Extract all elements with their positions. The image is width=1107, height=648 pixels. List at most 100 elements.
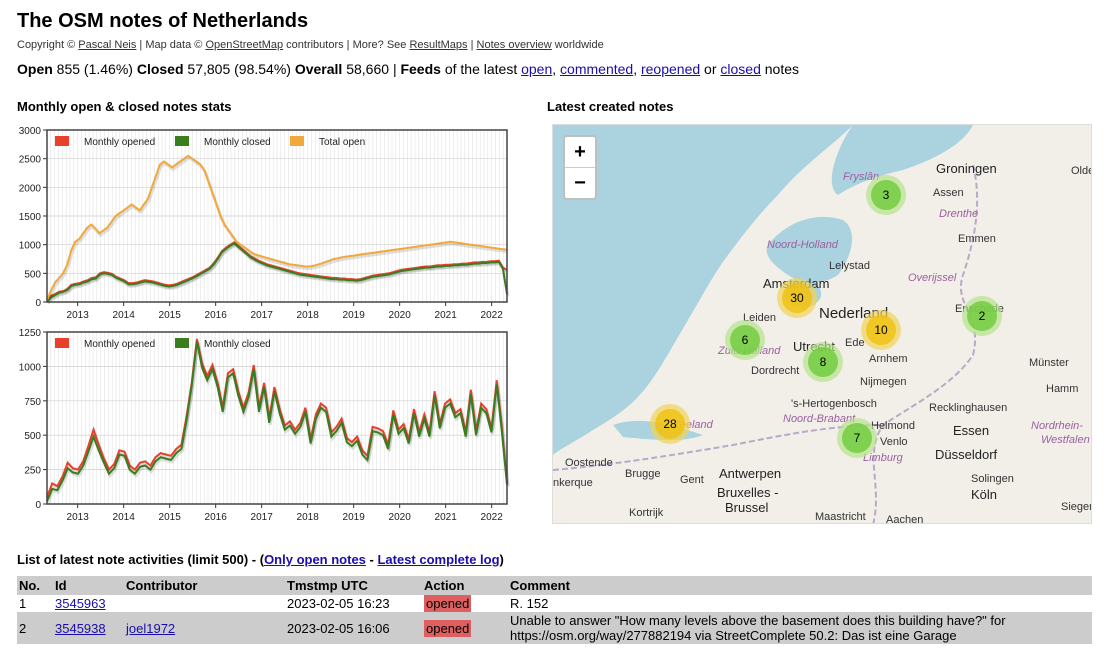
- x-tick-label: 2020: [389, 310, 412, 321]
- x-tick-label: 2013: [67, 512, 90, 523]
- column-header: No.: [17, 576, 53, 595]
- feed-reopened-link[interactable]: reopened: [640, 61, 701, 77]
- worldwide-text: worldwide: [551, 39, 604, 51]
- complete-log-link[interactable]: Latest complete log: [377, 552, 500, 567]
- cluster-count: 8: [808, 347, 838, 377]
- wadden-sea: [831, 125, 973, 195]
- x-tick-label: 2022: [481, 512, 504, 523]
- series-line: [46, 341, 508, 502]
- map-label: 's-Hertogenbosch: [791, 398, 877, 410]
- map-label: Bruxelles -: [717, 485, 779, 500]
- map-label: Noord-Holland: [767, 239, 838, 251]
- feed-closed-link[interactable]: closed: [720, 61, 761, 77]
- ijsselmeer: [766, 216, 853, 283]
- column-header: Contributor: [124, 576, 285, 595]
- map-label: Recklinghausen: [929, 402, 1008, 414]
- or-text: or: [704, 61, 717, 77]
- map-label: Groningen: [936, 161, 997, 176]
- note-cluster[interactable]: 28: [650, 404, 690, 444]
- only-open-notes-link[interactable]: Only open notes: [264, 552, 366, 567]
- note-cluster[interactable]: 30: [777, 278, 817, 318]
- note-cluster[interactable]: 2: [962, 296, 1002, 336]
- stats-line: Open 855 (1.46%) Closed 57,805 (98.54%) …: [17, 61, 799, 77]
- cluster-count: 7: [842, 423, 872, 453]
- legend-label: Monthly opened: [84, 339, 155, 350]
- x-tick-label: 2022: [481, 310, 504, 321]
- y-tick-label: 1500: [19, 212, 42, 223]
- note-id-link[interactable]: 3545938: [55, 620, 106, 636]
- map-label: Düsseldorf: [935, 447, 998, 462]
- zoom-in-button[interactable]: +: [565, 137, 595, 168]
- author-link[interactable]: Pascal Neis: [78, 39, 137, 51]
- map-label: Nijmegen: [860, 376, 907, 388]
- comment: Unable to answer "How many levels above …: [508, 612, 1092, 644]
- map-label: Münster: [1029, 357, 1069, 369]
- note-cluster[interactable]: 8: [803, 342, 843, 382]
- map-label: Antwerpen: [719, 466, 782, 481]
- comment: R. 152: [510, 596, 549, 611]
- resultmaps-link[interactable]: ResultMaps: [409, 39, 468, 51]
- legend-swatch: [55, 136, 69, 146]
- map-label: Maastricht: [815, 511, 866, 523]
- x-tick-label: 2016: [205, 310, 228, 321]
- note-cluster[interactable]: 7: [837, 418, 877, 458]
- column-header: Action: [422, 576, 508, 595]
- series-shadow: [46, 155, 509, 303]
- note-id-link[interactable]: 3545963: [55, 596, 106, 611]
- action-badge: opened: [424, 595, 472, 612]
- activity-table: No. Id Contributor Tmstmp UTC Action Com…: [17, 576, 1092, 644]
- feeds-label: Feeds: [400, 61, 441, 77]
- map-label: Gent: [680, 474, 704, 486]
- dash: -: [365, 552, 378, 567]
- note-cluster[interactable]: 3: [866, 175, 906, 215]
- open-value: 855 (1.46%): [56, 61, 133, 77]
- y-tick-label: 250: [24, 466, 41, 477]
- osm-link[interactable]: OpenStreetMap: [205, 39, 284, 51]
- closed-value: 57,805 (98.54%): [187, 61, 291, 77]
- map-label: Köln: [971, 487, 998, 502]
- table-row: 1 3545963 2023-02-05 16:23 opened R. 152: [17, 595, 1092, 612]
- y-tick-label: 2000: [19, 183, 42, 194]
- x-tick-label: 2013: [67, 310, 90, 321]
- country-border: [872, 164, 979, 523]
- series-line: [46, 242, 508, 303]
- cluster-count: 6: [730, 325, 760, 355]
- open-label: Open: [17, 61, 53, 77]
- feed-open-link[interactable]: open: [521, 61, 553, 77]
- x-tick-label: 2015: [159, 310, 182, 321]
- map-label: Arnhem: [869, 353, 908, 365]
- legend-label: Monthly opened: [84, 137, 155, 148]
- note-cluster[interactable]: 6: [725, 320, 765, 360]
- x-tick-label: 2021: [435, 512, 458, 523]
- column-header: Comment: [508, 576, 1092, 595]
- table-row: 2 3545938 joel1972 2023-02-05 16:06 open…: [17, 612, 1092, 644]
- note-cluster[interactable]: 10: [861, 310, 901, 350]
- y-tick-label: 3000: [19, 126, 42, 137]
- notes-overview-link[interactable]: Notes overview: [476, 39, 552, 51]
- x-tick-label: 2014: [113, 512, 136, 523]
- comma: ,: [552, 61, 557, 77]
- activity-list-title: List of latest note activities (limit 50…: [17, 552, 504, 567]
- separator: |: [467, 39, 477, 51]
- zoom-out-button[interactable]: −: [574, 172, 586, 194]
- map-label: Olde: [1071, 165, 1092, 177]
- feed-commented-link[interactable]: commented: [560, 61, 634, 77]
- map-label: Brugge: [625, 468, 661, 480]
- map-label: Essen: [953, 423, 990, 438]
- legend-label: Monthly closed: [204, 137, 271, 148]
- x-tick-label: 2020: [389, 512, 412, 523]
- column-header: Tmstmp UTC: [285, 576, 422, 595]
- map-label: Aachen: [886, 514, 924, 524]
- contributor-link[interactable]: joel1972: [126, 620, 176, 636]
- x-tick-label: 2015: [159, 512, 182, 523]
- x-tick-label: 2018: [297, 310, 320, 321]
- map-label: Brussel: [725, 500, 769, 515]
- map-section-title: Latest created notes: [547, 99, 674, 114]
- map-label: Oostende: [565, 457, 613, 469]
- legend-swatch: [175, 338, 189, 348]
- row-number: 1: [19, 596, 27, 611]
- contributors-text: contributors | More? See: [283, 39, 410, 51]
- map-label: Westfalen: [1041, 434, 1090, 446]
- cluster-count: 3: [871, 180, 901, 210]
- notes-map[interactable]: + − Groningen Fryslân Assen Drenthe Emme…: [552, 124, 1092, 524]
